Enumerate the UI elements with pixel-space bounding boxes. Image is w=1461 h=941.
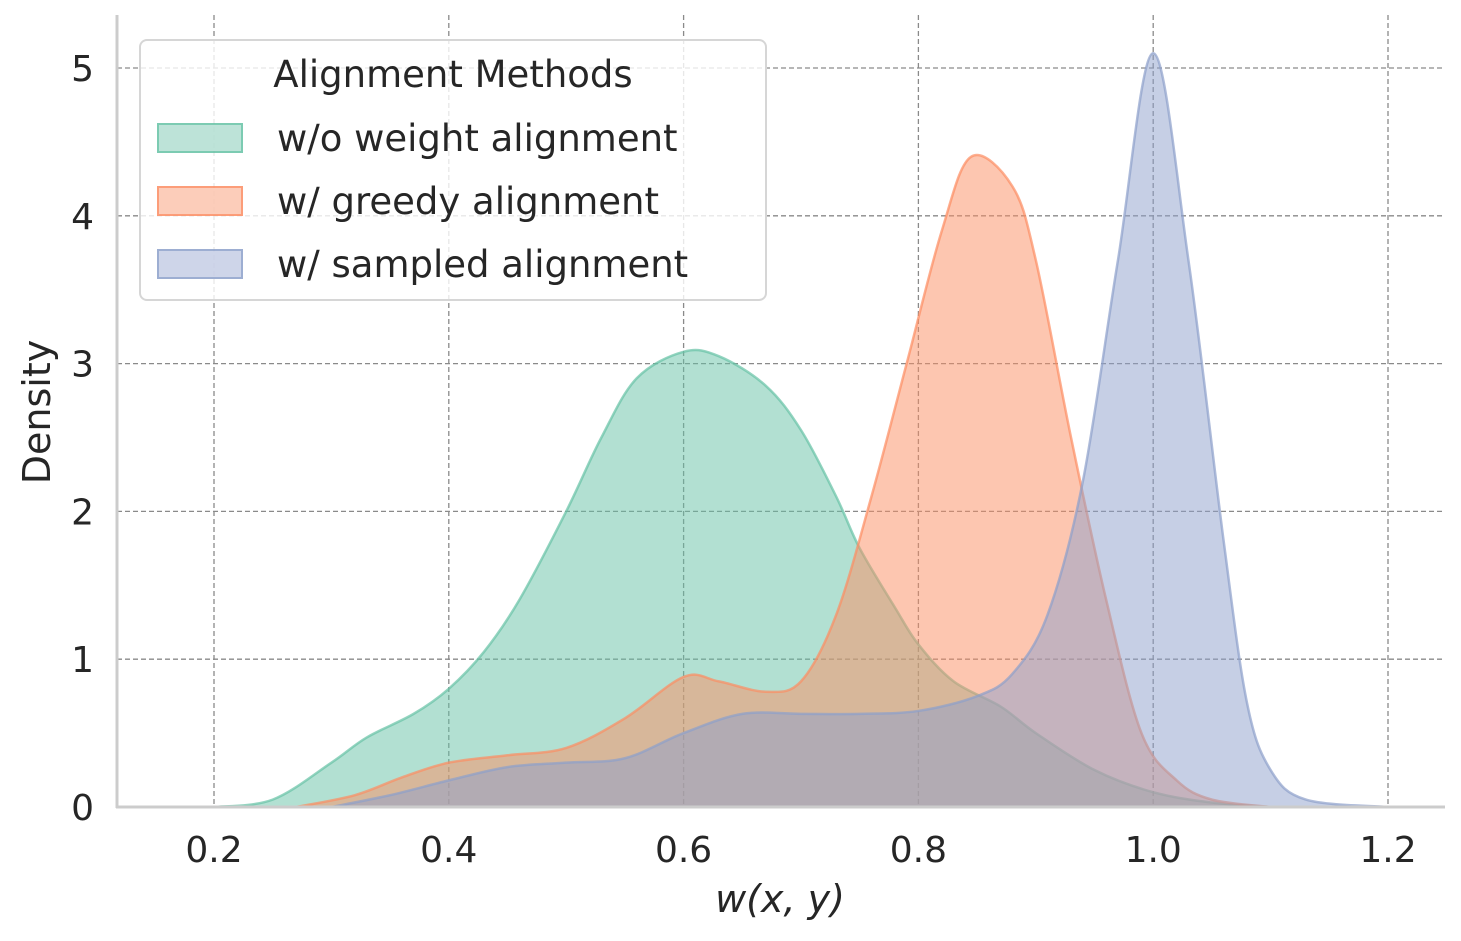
y-tick-label: 4 xyxy=(71,197,94,238)
area-greedy-alignment xyxy=(296,155,1271,808)
legend-swatch-green xyxy=(157,123,243,153)
legend-label: w/ greedy alignment xyxy=(277,179,659,223)
y-axis-label: Density xyxy=(15,340,59,484)
axes-spines xyxy=(115,15,1445,809)
y-tick-label: 5 xyxy=(71,49,94,90)
legend-item-no-alignment: w/o weight alignment xyxy=(157,117,678,160)
y-tick-label: 2 xyxy=(71,492,94,533)
y-tick-labels: 0 1 2 3 4 5 xyxy=(71,49,94,829)
y-tick-label: 3 xyxy=(71,345,94,386)
y-tick-label: 1 xyxy=(71,640,94,681)
density-areas xyxy=(213,51,1389,809)
legend-swatch-orange xyxy=(157,186,243,216)
y-tick-label: 0 xyxy=(71,788,94,829)
x-tick-label: 0.4 xyxy=(420,830,477,871)
area-sampled-alignment-outline xyxy=(331,51,1389,809)
legend-item-greedy: w/ greedy alignment xyxy=(157,180,659,223)
x-tick-label: 1.0 xyxy=(1125,830,1182,871)
x-axis-label: w(x, y) xyxy=(715,877,845,921)
legend-swatch-blue xyxy=(157,249,243,279)
x-tick-label: 1.2 xyxy=(1359,830,1416,871)
x-tick-label: 0.8 xyxy=(890,830,947,871)
x-tick-label: 0.2 xyxy=(185,830,242,871)
area-sampled-alignment xyxy=(331,53,1388,808)
legend-item-sampled: w/ sampled alignment xyxy=(157,243,688,286)
area-no-alignment xyxy=(214,350,1271,807)
legend-label: w/o weight alignment xyxy=(277,116,678,160)
x-tick-label: 0.6 xyxy=(655,830,712,871)
legend: Alignment Methods w/o weight alignment w… xyxy=(139,39,767,301)
x-tick-labels: 0.2 0.4 0.6 0.8 1.0 1.2 xyxy=(185,830,1416,871)
legend-label: w/ sampled alignment xyxy=(277,242,689,286)
legend-title: Alignment Methods xyxy=(273,53,633,96)
